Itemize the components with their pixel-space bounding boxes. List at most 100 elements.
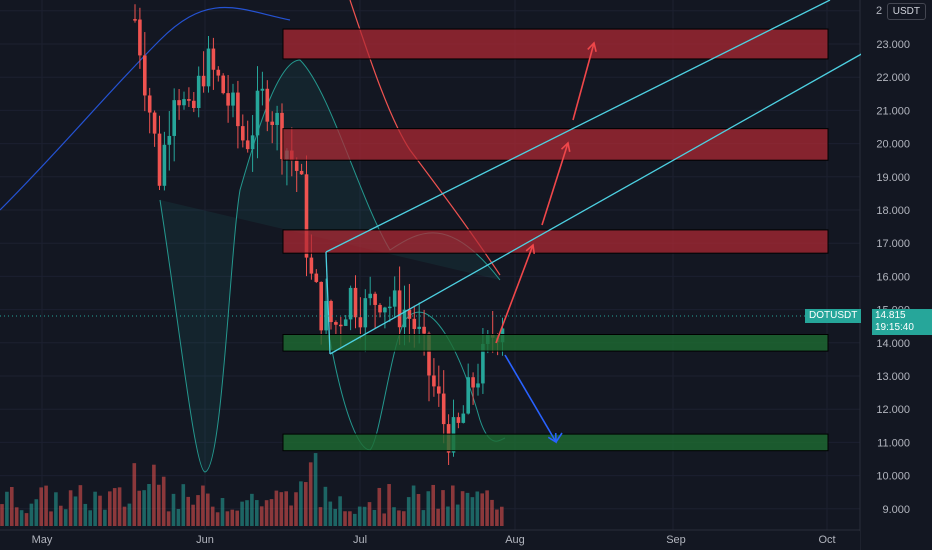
- candle-body: [329, 300, 333, 323]
- candle-body: [339, 324, 343, 327]
- volume-bar: [215, 512, 220, 526]
- bollinger-upper: [159, 59, 501, 473]
- volume-bar: [78, 485, 83, 526]
- resistance-zone: [282, 128, 829, 161]
- candle-body: [270, 121, 274, 125]
- time-tick-label: Aug: [505, 534, 525, 546]
- price-tick-label: 16.000: [876, 271, 910, 283]
- volume-bar: [377, 487, 382, 526]
- candle-body: [162, 144, 167, 186]
- volume-bar: [402, 511, 406, 526]
- volume-bar: [284, 491, 288, 526]
- trend-drawings[interactable]: [325, 0, 866, 444]
- candle-body: [417, 326, 421, 329]
- candle-body: [383, 307, 387, 313]
- candle-body: [255, 90, 260, 136]
- candle-body: [245, 140, 250, 150]
- price-axis[interactable]: 23.000 22.000 21.000 20.000 19.000 18.000 17.0…: [861, 0, 932, 550]
- volume-bar: [201, 485, 205, 526]
- volume-bar: [382, 513, 386, 526]
- candle-body: [392, 290, 397, 307]
- time-tick-label: Sep: [666, 534, 686, 546]
- volume-bar: [191, 504, 195, 526]
- volume-bar: [348, 511, 352, 526]
- last-price-label: 14.815 19:15:40: [872, 309, 932, 335]
- volume-bar: [147, 483, 151, 526]
- candle-body: [309, 257, 314, 274]
- candle-body: [441, 393, 446, 425]
- price-tick-label: 10.000: [876, 471, 910, 483]
- candle-body: [368, 293, 372, 299]
- volume-bar: [0, 504, 4, 526]
- channel-side-line: [325, 251, 331, 355]
- volume-bar: [406, 497, 411, 526]
- candle-body: [280, 112, 284, 160]
- volume-bar: [328, 501, 333, 526]
- volume-bar: [59, 505, 63, 526]
- candle-body: [314, 273, 319, 282]
- volume-bar: [93, 491, 97, 526]
- currency-label[interactable]: USDT: [886, 3, 926, 20]
- candle-body: [461, 413, 466, 423]
- ma-slow-line: [0, 7, 291, 211]
- candle-body: [275, 112, 279, 125]
- volume-bar: [230, 509, 235, 526]
- volume-bar: [88, 510, 92, 526]
- candle-body: [236, 92, 240, 127]
- volume-bar: [313, 453, 318, 526]
- candle-body: [187, 99, 191, 101]
- volume-bar: [186, 496, 190, 526]
- volume-bar: [480, 493, 484, 526]
- bull-arrow-3: [572, 42, 595, 121]
- price-tick-label: 23.000: [876, 39, 910, 51]
- volume-bar: [387, 484, 391, 526]
- candle-body: [388, 306, 392, 309]
- candle-body: [182, 99, 186, 106]
- volume-bar: [24, 513, 29, 526]
- volume-bar: [392, 507, 396, 526]
- price-tick-label: 19.000: [876, 172, 910, 184]
- time-axis[interactable]: May Jun Jul Aug Sep Oct: [0, 531, 860, 550]
- volume-bar: [5, 491, 9, 526]
- volume-bar: [10, 486, 14, 526]
- time-tick-label: Jul: [353, 534, 367, 546]
- volume-bar: [103, 509, 107, 526]
- volume-bar: [475, 491, 480, 526]
- volume-bar: [338, 496, 342, 526]
- volume-bar: [367, 502, 372, 526]
- price-tick-label: 14.000: [876, 338, 910, 350]
- volume-bar: [132, 463, 137, 526]
- volume-bar: [431, 484, 435, 526]
- bar-countdown: 19:15:40: [875, 322, 914, 333]
- volume-bar: [112, 488, 117, 526]
- candle-body: [152, 112, 157, 134]
- bollinger-lower: [329, 311, 506, 451]
- candle-body: [427, 333, 431, 376]
- supply-demand-zones[interactable]: [282, 28, 829, 452]
- candle-body: [437, 386, 441, 394]
- volume-bar: [269, 499, 274, 526]
- volume-bar: [279, 492, 284, 526]
- volume-bar: [500, 506, 504, 526]
- candle-body: [456, 417, 461, 423]
- volume-bar: [343, 511, 347, 526]
- time-tick-label: Jun: [196, 534, 214, 546]
- symbol-price-label: DOTUSDT: [805, 309, 862, 323]
- volume-bar: [446, 506, 450, 526]
- candle-body: [397, 290, 402, 328]
- volume-bar: [304, 482, 308, 526]
- volume-bar: [436, 508, 440, 526]
- last-price-value: 14.815: [875, 310, 906, 321]
- volume-bar: [353, 513, 357, 526]
- volume-bar: [490, 499, 494, 526]
- volume-bar: [14, 507, 19, 526]
- volume-bar: [421, 510, 426, 526]
- candle-body: [250, 135, 255, 150]
- volume-bar: [426, 491, 431, 526]
- volume-bar: [264, 500, 269, 526]
- candle-body: [402, 309, 407, 328]
- volume-bar: [470, 497, 475, 526]
- price-axis-bg: [861, 0, 932, 550]
- price-tick-label: 11.000: [877, 437, 910, 449]
